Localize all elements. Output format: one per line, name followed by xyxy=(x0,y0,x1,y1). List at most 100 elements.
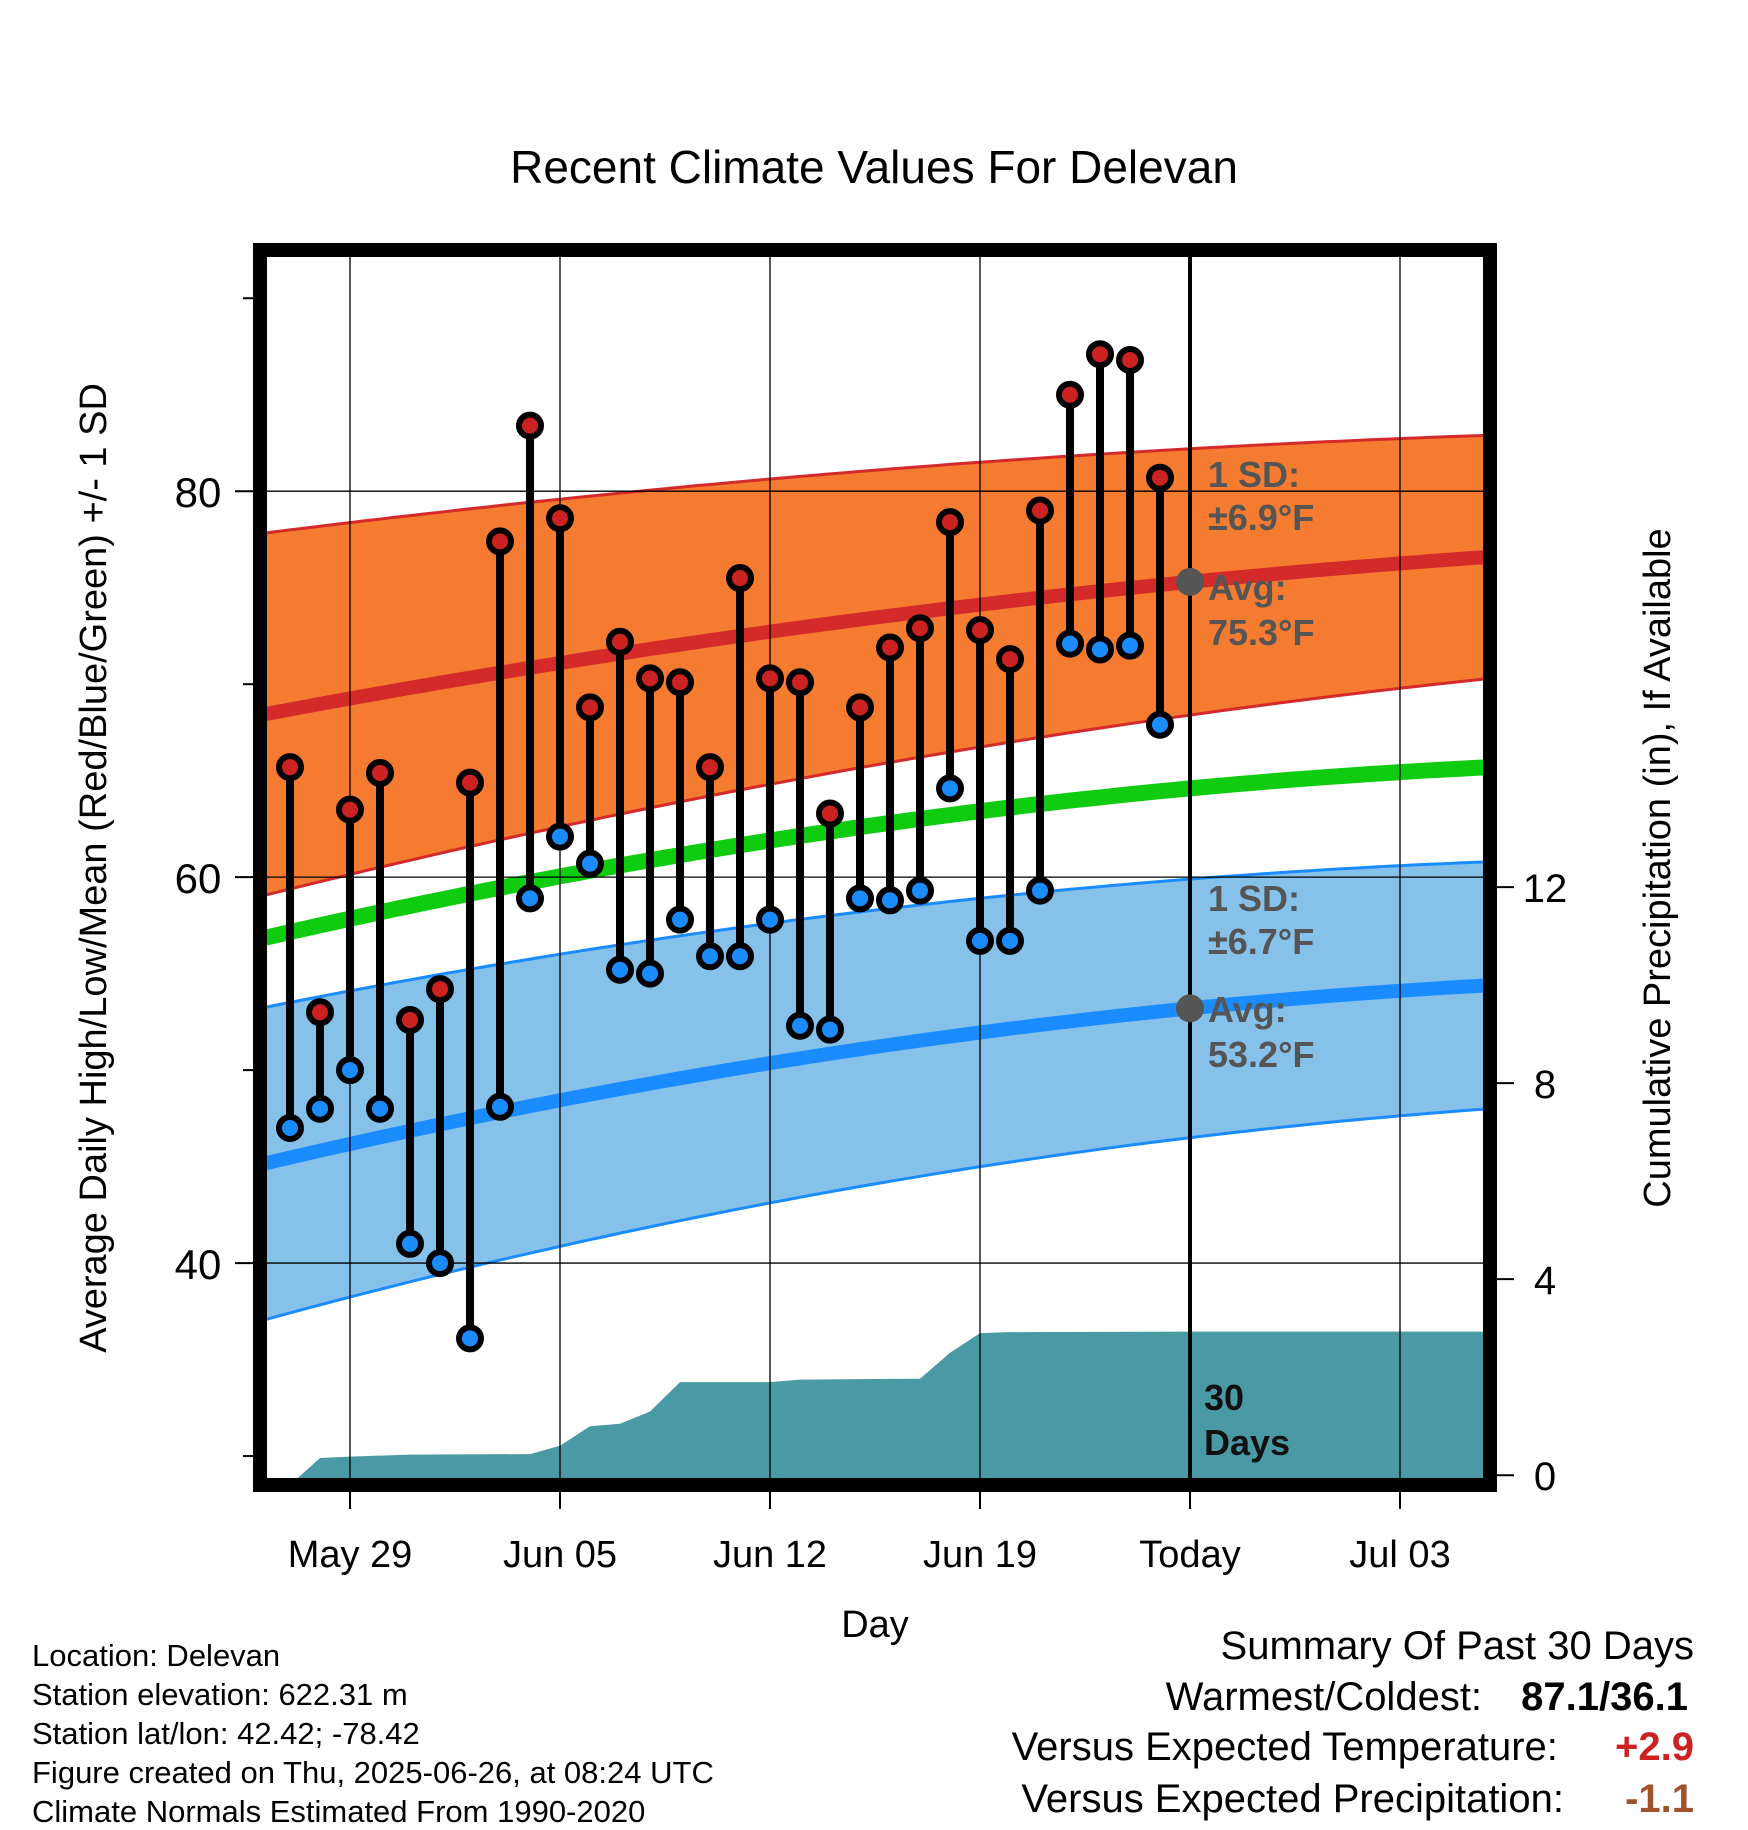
daily-high-point xyxy=(846,693,874,722)
x-tick-label: Today xyxy=(1139,1534,1240,1576)
annotation-days-label: Days xyxy=(1204,1422,1290,1463)
info-location: Location: Delevan xyxy=(32,1638,281,1673)
daily-low-point xyxy=(366,1094,394,1123)
y-left-tick-label: 80 xyxy=(175,469,222,516)
daily-high-point xyxy=(726,564,754,593)
summary-temp-value: +2.9 xyxy=(1615,1725,1694,1769)
daily-high-point xyxy=(1026,496,1054,525)
daily-high-point xyxy=(336,795,364,824)
daily-low-point xyxy=(1146,710,1174,739)
daily-low-point xyxy=(936,774,964,803)
low-sd-lower-line xyxy=(260,1107,1490,1323)
mean-line xyxy=(260,759,1490,947)
summary-temp-label: Versus Expected Temperature: xyxy=(1011,1725,1558,1769)
y-right-tick-label: 4 xyxy=(1534,1259,1556,1303)
daily-low-point xyxy=(396,1229,424,1258)
daily-high-point xyxy=(906,614,934,643)
daily-high-point xyxy=(786,668,814,697)
daily-low-point xyxy=(696,942,724,971)
annotation-high-avg-value: 75.3°F xyxy=(1208,612,1314,653)
y-right-axis-label: Cumulative Precipitation (in), If Availa… xyxy=(1637,528,1679,1207)
daily-low-point xyxy=(276,1114,304,1143)
info-elevation: Station elevation: 622.31 m xyxy=(32,1677,408,1712)
daily-high-point xyxy=(1116,345,1144,374)
daily-low-point xyxy=(546,822,574,851)
today-high-avg-marker xyxy=(1176,567,1204,596)
daily-high-point xyxy=(696,753,724,782)
annotation-days-count: 30 xyxy=(1204,1377,1244,1418)
daily-low-point xyxy=(1086,635,1114,664)
daily-high-point xyxy=(1146,463,1174,492)
daily-high-point xyxy=(516,411,544,440)
daily-high-point xyxy=(666,668,694,697)
high-sd-upper-line xyxy=(260,433,1490,536)
high-sd-lower-line xyxy=(260,676,1490,898)
daily-low-point xyxy=(516,884,544,913)
daily-low-point xyxy=(336,1056,364,1085)
annotation-low-sd: 1 SD: xyxy=(1208,878,1300,919)
daily-high-point xyxy=(426,975,454,1004)
daily-high-point xyxy=(606,627,634,656)
annotation-high-avg: Avg: xyxy=(1208,567,1287,608)
normal-bands xyxy=(260,433,1490,1323)
daily-high-point xyxy=(936,508,964,537)
summary-precip-value: -1.1 xyxy=(1625,1777,1694,1821)
today-low-avg-marker xyxy=(1176,994,1204,1023)
summary-heading: Summary Of Past 30 Days xyxy=(1220,1624,1694,1668)
high-mean-line xyxy=(260,549,1490,722)
daily-bars xyxy=(276,340,1174,1353)
summary-precip-label: Versus Expected Precipitation: xyxy=(1021,1777,1564,1821)
x-tick-label: Jun 05 xyxy=(503,1534,617,1576)
summary-precip-row: Versus Expected Precipitation: -1.1 xyxy=(1021,1777,1694,1822)
daily-low-point xyxy=(876,886,904,915)
info-normals: Climate Normals Estimated From 1990-2020 xyxy=(32,1794,646,1829)
y-left-axis-label: Average Daily High/Low/Mean (Red/Blue/Gr… xyxy=(73,383,115,1353)
precip-area xyxy=(260,1331,1490,1485)
daily-low-point xyxy=(726,942,754,971)
grid xyxy=(260,250,1490,1485)
daily-low-point xyxy=(786,1011,814,1040)
summary-temp-row: Versus Expected Temperature: +2.9 xyxy=(1012,1725,1694,1770)
y-left-tick-label: 40 xyxy=(175,1241,222,1288)
daily-low-point xyxy=(1056,629,1084,658)
low-mean-line xyxy=(260,978,1490,1172)
daily-low-point xyxy=(636,959,664,988)
annotation-low-sd-value: ±6.7°F xyxy=(1208,921,1314,962)
daily-low-point xyxy=(666,905,694,934)
daily-low-point xyxy=(456,1324,484,1353)
daily-low-point xyxy=(606,955,634,984)
daily-high-point xyxy=(366,758,394,787)
daily-low-point xyxy=(1116,631,1144,660)
daily-high-point xyxy=(306,998,334,1027)
daily-low-point xyxy=(906,876,934,905)
y-left-tick-label: 60 xyxy=(175,855,222,902)
daily-low-point xyxy=(966,926,994,955)
x-tick-label: Jun 19 xyxy=(923,1534,1037,1576)
daily-low-point xyxy=(846,884,874,913)
daily-high-point xyxy=(456,768,484,797)
high-sd-band xyxy=(260,435,1490,897)
x-tick-label: May 29 xyxy=(288,1534,413,1576)
plot-border xyxy=(253,243,1497,1492)
daily-low-point xyxy=(816,1015,844,1044)
info-latlon: Station lat/lon: 42.42; -78.42 xyxy=(32,1716,420,1751)
daily-high-point xyxy=(486,527,514,556)
daily-high-point xyxy=(816,799,844,828)
x-axis-label: Day xyxy=(841,1604,909,1646)
annotation-low-avg: Avg: xyxy=(1208,989,1287,1030)
daily-high-point xyxy=(396,1005,424,1034)
low-sd-upper-line xyxy=(260,860,1490,1010)
y-right-tick-label: 0 xyxy=(1534,1455,1556,1499)
daily-low-point xyxy=(486,1092,514,1121)
summary-warm-cold-value: 87.1/36.1 xyxy=(1521,1675,1688,1719)
daily-high-point xyxy=(876,633,904,662)
annotation-high-sd-value: ±6.9°F xyxy=(1208,497,1314,538)
daily-high-point xyxy=(996,645,1024,674)
axes: May 29 Jun 05 Jun 12 Jun 19 Today Jul 0340608… xyxy=(73,297,1679,1646)
low-sd-band xyxy=(260,861,1490,1321)
daily-high-point xyxy=(1056,380,1084,409)
y-right-tick-label: 12 xyxy=(1523,867,1568,911)
daily-low-point xyxy=(306,1094,334,1123)
